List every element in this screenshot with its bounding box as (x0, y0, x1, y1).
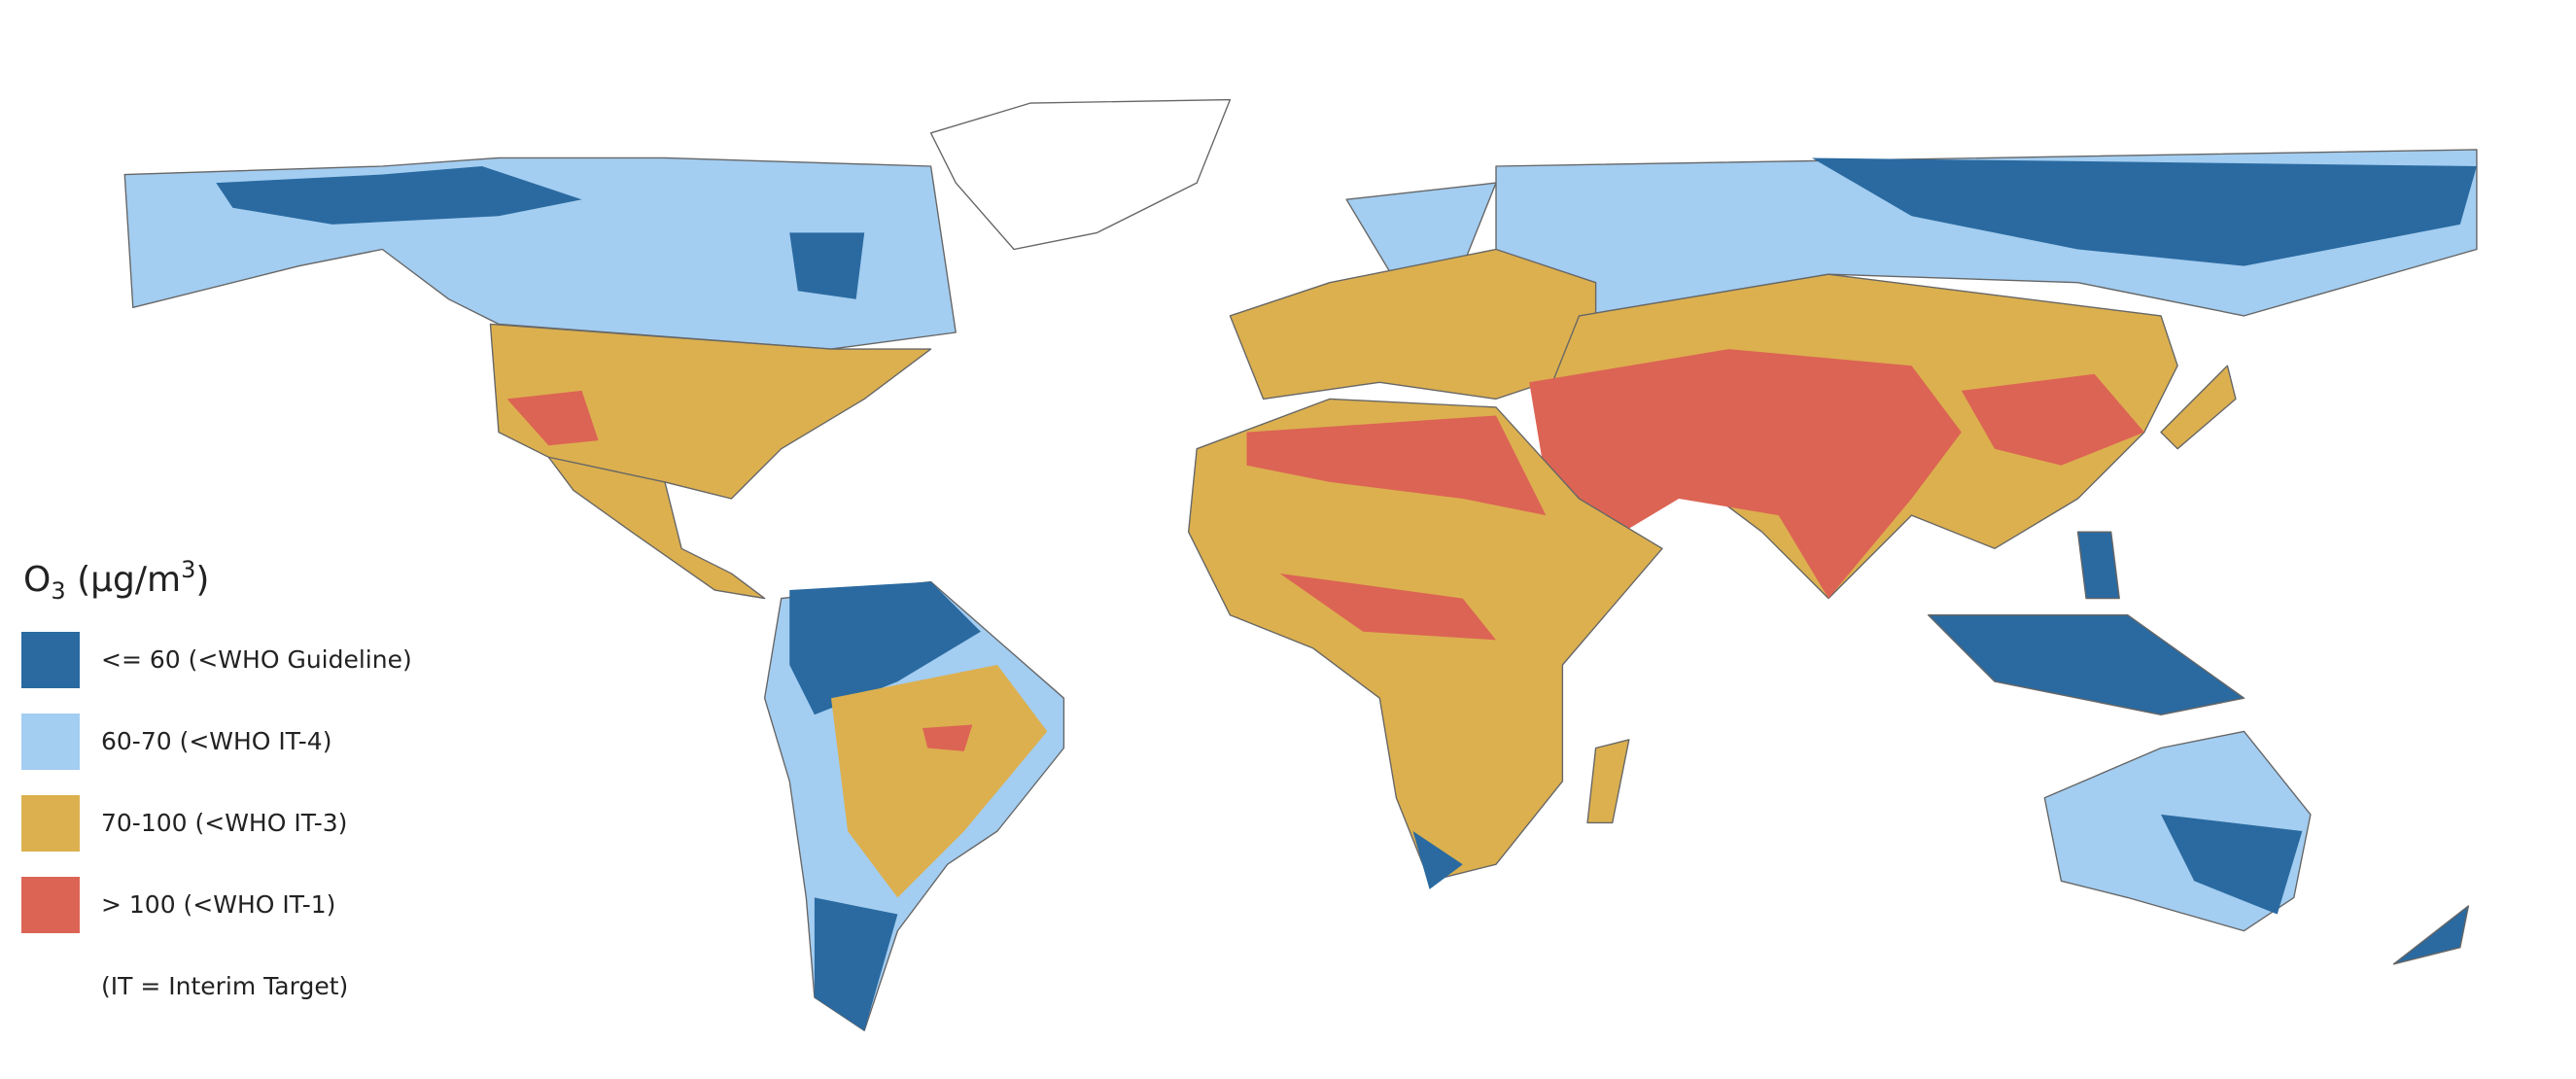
amazon-patch (789, 581, 981, 715)
brazil-patch (831, 665, 1048, 898)
legend-title-close: ) (195, 560, 209, 600)
sahel-red (1279, 573, 1496, 641)
legend-swatch (21, 714, 80, 770)
legend-title-sup: 3 (181, 556, 195, 583)
legend-label: <= 60 (<WHO Guideline) (101, 645, 412, 674)
philippines (2076, 531, 2120, 600)
madagascar (1586, 739, 1630, 824)
legend-swatch (21, 632, 80, 688)
legend-title-sub: 3 (51, 577, 65, 605)
legend-swatch (21, 877, 80, 933)
australia-patch (2161, 814, 2303, 915)
patagonia-patch (814, 897, 898, 1031)
usa (489, 323, 932, 500)
legend-label: 60-70 (<WHO IT-4) (101, 727, 331, 755)
greenland (929, 98, 1232, 251)
legend-label: 70-100 (<WHO IT-3) (101, 809, 347, 837)
mexico (547, 456, 766, 600)
sw-us-patch (506, 390, 599, 446)
sahara-red (1246, 415, 1547, 516)
legend-title: O3 (μg/m3) (23, 556, 209, 605)
indonesia (1927, 614, 2245, 715)
hudson-patch (789, 232, 865, 299)
legend-note: (IT = Interim Target) (101, 972, 348, 1000)
arctic-patch (216, 166, 582, 225)
japan (2160, 365, 2237, 450)
africa (1187, 398, 1663, 882)
world-map (123, 98, 2478, 1031)
legend-swatch (21, 795, 80, 852)
legend-label: > 100 (<WHO IT-1) (101, 890, 335, 919)
siberia-patch (1811, 157, 2477, 266)
legend: <= 60 (<WHO Guideline) 60-70 (<WHO IT-4) 7… (21, 632, 412, 1000)
europe (1229, 248, 1597, 400)
new-zealand (2392, 905, 2470, 965)
south-asia-red (1529, 349, 1962, 599)
brazil-red (922, 724, 973, 751)
legend-title-main: O (23, 560, 51, 600)
china-red (1961, 373, 2144, 466)
legend-title-unit: (μg/m (66, 560, 181, 600)
